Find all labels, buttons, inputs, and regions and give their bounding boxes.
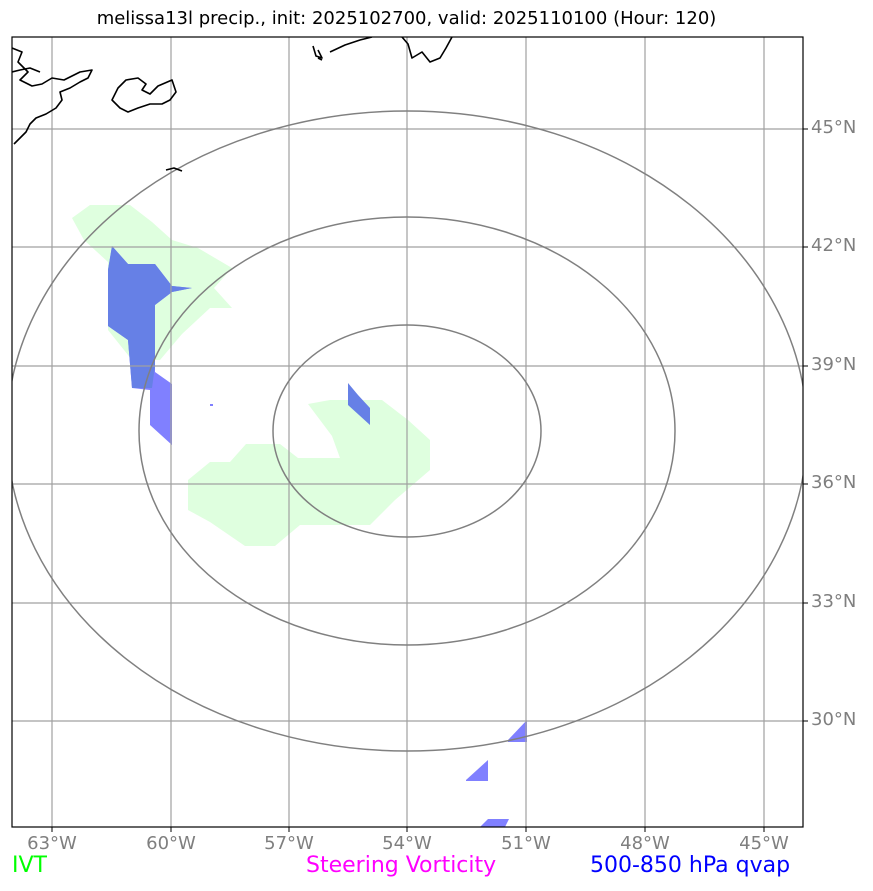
range-ring-middle: [138, 216, 676, 646]
coastline-sable-island: [165, 167, 183, 172]
lon-label-51w: 51°W: [501, 833, 551, 854]
ivt-region-central: [188, 400, 430, 546]
range-ring-inner: [272, 324, 542, 538]
lon-label-60w: 60°W: [146, 833, 196, 854]
lon-label-63w: 63°W: [27, 833, 77, 854]
lat-label-30n: 30°N: [811, 709, 857, 730]
coastline-nova-scotia: [12, 47, 93, 145]
qvap-region-south-1: [508, 720, 527, 742]
coastlines: [12, 37, 453, 172]
qvap-overlap-north: [108, 246, 192, 388]
axis-ticks: [51, 128, 808, 832]
coastline-cape-breton: [111, 77, 177, 113]
coastline-avalon: [401, 37, 453, 63]
lon-label-48w: 48°W: [620, 833, 670, 854]
qvap-region-south-2: [466, 760, 488, 781]
range-rings: [12, 110, 803, 752]
lat-label-36n: 36°N: [811, 472, 857, 493]
coastline-gulf-shore: [12, 67, 41, 73]
map-title: melissa13l precip., init: 2025102700, va…: [96, 8, 717, 29]
lat-label-42n: 42°N: [811, 235, 857, 256]
legend-ivt: IVT: [12, 853, 47, 878]
lat-label-33n: 33°N: [811, 591, 857, 612]
legend-qvap: 500-850 hPa qvap: [590, 853, 791, 878]
graticule: [12, 37, 803, 827]
coastline-newfoundland-west: [312, 45, 323, 59]
qvap-region-south-3: [480, 819, 509, 827]
lat-label-45n: 45°N: [811, 117, 857, 138]
legend-steering-vorticity: Steering Vorticity: [306, 853, 497, 878]
lon-label-57w: 57°W: [264, 833, 314, 854]
coastline-newfoundland-south: [329, 37, 373, 53]
range-ring-outer: [12, 110, 803, 752]
coastline-islet: [317, 57, 323, 61]
qvap-region-central: [348, 383, 370, 425]
lon-label-54w: 54°W: [382, 833, 432, 854]
lat-label-39n: 39°N: [811, 354, 857, 375]
qvap-speck: [210, 404, 213, 406]
lon-label-45w: 45°W: [739, 833, 789, 854]
